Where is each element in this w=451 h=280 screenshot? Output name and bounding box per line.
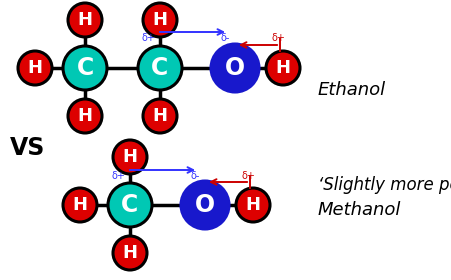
Text: H: H bbox=[152, 107, 167, 125]
Text: C: C bbox=[151, 56, 168, 80]
Text: H: H bbox=[122, 244, 137, 262]
Text: δ+: δ+ bbox=[240, 171, 254, 181]
Circle shape bbox=[108, 183, 152, 227]
Circle shape bbox=[68, 99, 102, 133]
Circle shape bbox=[18, 51, 52, 85]
Text: H: H bbox=[28, 59, 42, 77]
Circle shape bbox=[143, 99, 177, 133]
Text: H: H bbox=[275, 59, 290, 77]
Text: Ethanol: Ethanol bbox=[318, 81, 385, 99]
Text: H: H bbox=[122, 148, 137, 166]
Text: C: C bbox=[76, 56, 93, 80]
Text: C: C bbox=[121, 193, 138, 217]
Text: H: H bbox=[72, 196, 87, 214]
Text: Methanol: Methanol bbox=[318, 201, 400, 219]
Text: ‘Slightly more polar’’: ‘Slightly more polar’’ bbox=[318, 176, 451, 194]
Circle shape bbox=[63, 46, 107, 90]
Text: δ+: δ+ bbox=[271, 33, 284, 43]
Text: δ+: δ+ bbox=[141, 33, 155, 43]
Circle shape bbox=[235, 188, 269, 222]
Text: H: H bbox=[77, 107, 92, 125]
Text: δ+: δ+ bbox=[111, 171, 124, 181]
Text: H: H bbox=[152, 11, 167, 29]
Circle shape bbox=[180, 181, 229, 229]
Text: O: O bbox=[194, 193, 215, 217]
Circle shape bbox=[143, 3, 177, 37]
Circle shape bbox=[265, 51, 299, 85]
Circle shape bbox=[138, 46, 182, 90]
Circle shape bbox=[63, 188, 97, 222]
Text: δ-: δ- bbox=[190, 171, 199, 181]
Text: VS: VS bbox=[10, 136, 45, 160]
Circle shape bbox=[211, 44, 258, 92]
Text: H: H bbox=[245, 196, 260, 214]
Text: O: O bbox=[225, 56, 244, 80]
Circle shape bbox=[113, 236, 147, 270]
Circle shape bbox=[68, 3, 102, 37]
Text: δ-: δ- bbox=[220, 33, 229, 43]
Text: H: H bbox=[77, 11, 92, 29]
Circle shape bbox=[113, 140, 147, 174]
